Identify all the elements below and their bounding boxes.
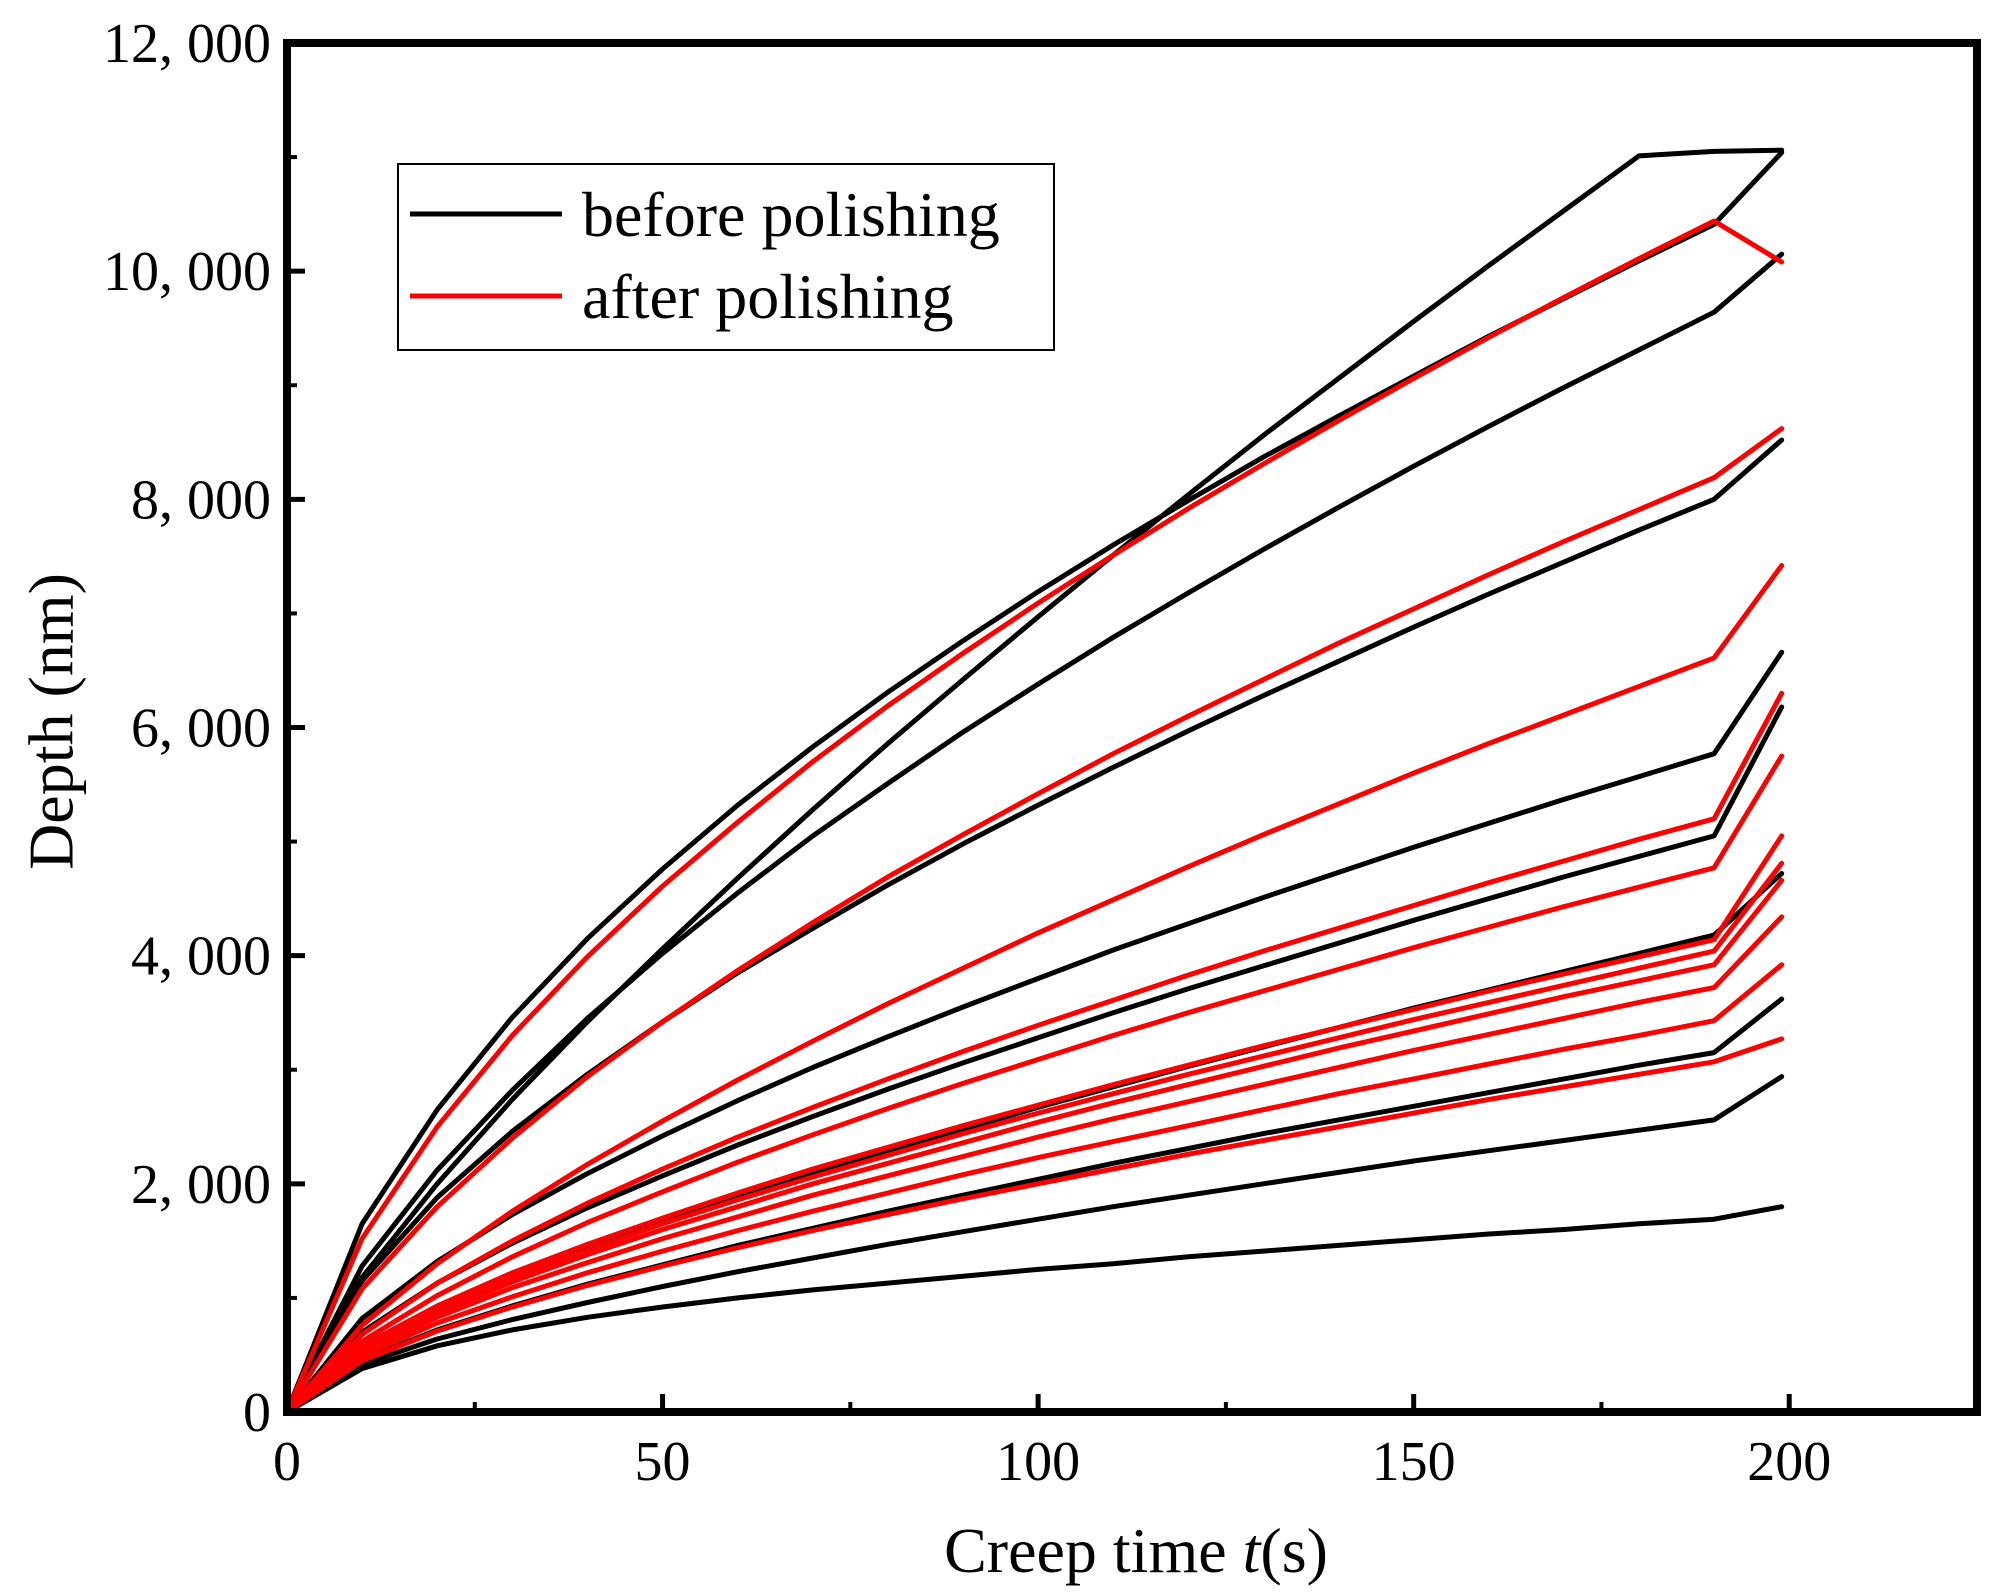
plot-frame <box>283 39 1981 1416</box>
y-tick-label: 2, 000 <box>131 1154 271 1216</box>
x-tick-label: 0 <box>273 1431 301 1493</box>
series-line-2 <box>284 251 1785 1415</box>
series-line-20 <box>284 1036 1785 1415</box>
series-line-5 <box>284 704 1785 1415</box>
series-line-19 <box>284 962 1785 1415</box>
y-axis-label: Depth (nm) <box>16 573 87 870</box>
y-tick-label: 0 <box>243 1382 271 1444</box>
x-tick-label: 100 <box>996 1431 1080 1493</box>
series-line-9 <box>284 1204 1785 1415</box>
ticks-layer: 0 50 100 150 200 0 2, 000 4, 000 6, 000 8, 000 10,… <box>103 13 1831 1493</box>
y-tick-label: 12, 000 <box>103 13 271 75</box>
series-line-17 <box>284 877 1785 1415</box>
x-tick-label: 200 <box>1747 1431 1831 1493</box>
x-axis-label-prefix: Creep time <box>944 1515 1243 1586</box>
y-tick-label: 6, 000 <box>131 698 271 760</box>
y-tick-label: 4, 000 <box>131 926 271 988</box>
x-axis-label-variable: t <box>1243 1515 1263 1586</box>
y-tick-label: 10, 000 <box>103 241 271 303</box>
legend-label-before-polishing: before polishing <box>582 179 1000 250</box>
series-line-15 <box>284 833 1785 1415</box>
series-line-10 <box>284 218 1785 1415</box>
series-line-13 <box>284 690 1785 1415</box>
legend: before polishing after polishing <box>397 163 1055 351</box>
x-axis-label-suffix: (s) <box>1260 1515 1328 1586</box>
series-line-8 <box>284 1074 1785 1415</box>
series-layer <box>284 147 1785 1415</box>
series-line-12 <box>284 563 1785 1415</box>
series-line-11 <box>284 426 1785 1415</box>
series-line-4 <box>284 649 1785 1415</box>
series-line-1 <box>284 147 1785 1415</box>
legend-label-after-polishing: after polishing <box>582 261 953 332</box>
series-line-16 <box>284 860 1785 1415</box>
y-tick-label: 8, 000 <box>131 469 271 531</box>
series-line-14 <box>284 753 1785 1415</box>
x-tick-label: 50 <box>635 1431 691 1493</box>
series-line-18 <box>284 914 1785 1415</box>
x-axis-label: Creep time t(s) <box>944 1515 1328 1586</box>
series-line-3 <box>284 437 1785 1415</box>
legend-box <box>397 163 1055 351</box>
x-tick-label: 150 <box>1372 1431 1456 1493</box>
